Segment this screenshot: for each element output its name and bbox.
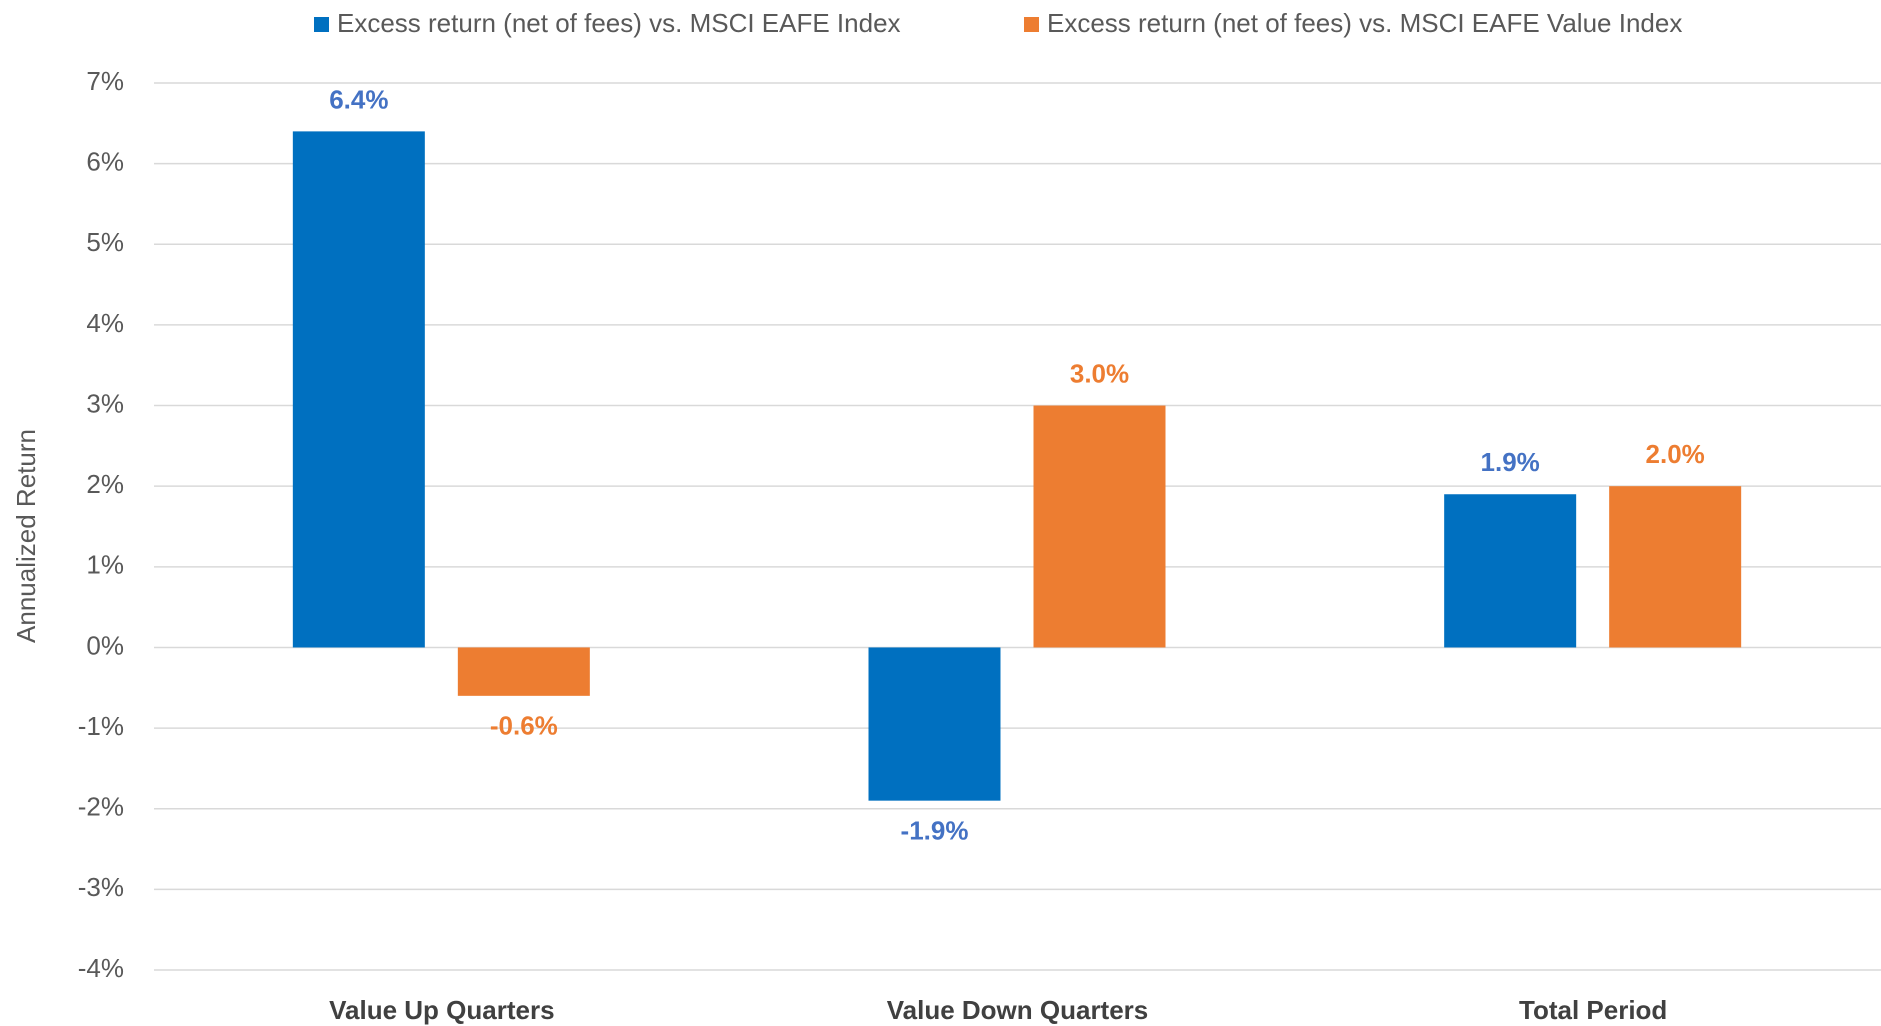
legend-label: Excess return (net of fees) vs. MSCI EAF… bbox=[1047, 8, 1682, 38]
y-tick-label: -1% bbox=[78, 711, 124, 741]
x-tick-label: Value Up Quarters bbox=[329, 995, 554, 1025]
y-tick-label: -4% bbox=[78, 953, 124, 983]
y-tick-label: 1% bbox=[86, 550, 124, 580]
y-tick-label: 4% bbox=[86, 308, 124, 338]
y-tick-label: 0% bbox=[86, 630, 124, 660]
x-tick-label: Value Down Quarters bbox=[887, 995, 1149, 1025]
bar bbox=[868, 647, 1001, 801]
x-tick-label: Total Period bbox=[1519, 995, 1667, 1025]
y-tick-label: -3% bbox=[78, 872, 124, 902]
data-label: 1.9% bbox=[1481, 447, 1540, 477]
data-label: 3.0% bbox=[1070, 358, 1129, 388]
data-label: 2.0% bbox=[1646, 439, 1705, 469]
bar bbox=[457, 647, 590, 696]
legend-swatch bbox=[314, 17, 329, 32]
y-axis-title: Annualized Return bbox=[11, 429, 41, 643]
y-tick-label: -2% bbox=[78, 792, 124, 822]
bar bbox=[292, 131, 425, 648]
y-tick-label: 6% bbox=[86, 147, 124, 177]
data-label: 6.4% bbox=[329, 84, 388, 114]
bar bbox=[1033, 405, 1166, 648]
y-tick-label: 7% bbox=[86, 66, 124, 96]
y-tick-label: 2% bbox=[86, 469, 124, 499]
y-tick-label: 5% bbox=[86, 227, 124, 257]
legend-swatch bbox=[1024, 17, 1039, 32]
legend-label: Excess return (net of fees) vs. MSCI EAF… bbox=[337, 8, 901, 38]
y-tick-label: 3% bbox=[86, 388, 124, 418]
bar bbox=[1444, 494, 1577, 648]
data-label: -0.6% bbox=[490, 711, 558, 741]
data-label: -1.9% bbox=[901, 816, 969, 846]
bar bbox=[1609, 486, 1742, 648]
